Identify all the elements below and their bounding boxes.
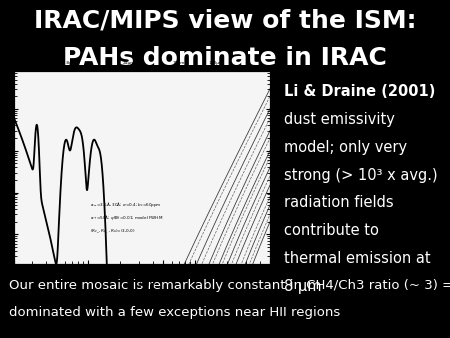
Text: thermal emission at: thermal emission at bbox=[284, 251, 430, 266]
Text: 3.6 4.5 5.8  8μm: 3.6 4.5 5.8 8μm bbox=[40, 61, 76, 65]
Text: PAHs dominate in IRAC: PAHs dominate in IRAC bbox=[63, 46, 387, 70]
Text: contribute to: contribute to bbox=[284, 223, 378, 238]
Text: 70μm: 70μm bbox=[172, 61, 185, 65]
Text: radiation fields: radiation fields bbox=[284, 195, 393, 210]
Text: 160μm: 160μm bbox=[209, 61, 224, 65]
Text: $(R_{v_-}, R_{v_+}, R_u)$=(3,0,0): $(R_{v_-}, R_{v_+}, R_u)$=(3,0,0) bbox=[90, 228, 136, 236]
Text: Our entire mosaic is remarkably constant in CH4/Ch3 ratio (~ 3) => PAH-: Our entire mosaic is remarkably constant… bbox=[9, 279, 450, 292]
Text: 24μm: 24μm bbox=[123, 61, 135, 65]
Text: model; only very: model; only very bbox=[284, 140, 407, 155]
Text: dominated with a few exceptions near HII regions: dominated with a few exceptions near HII… bbox=[9, 306, 340, 319]
Text: dust emissivity: dust emissivity bbox=[284, 112, 394, 127]
Text: $a_+$=50Å; $q_{PAH}$=0.01; model FWHM: $a_+$=50Å; $q_{PAH}$=0.01; model FWHM bbox=[90, 213, 164, 222]
Text: Li & Draine (2001): Li & Draine (2001) bbox=[284, 84, 435, 99]
Text: 8 μm: 8 μm bbox=[284, 279, 321, 293]
Text: $a_-$=3.5Å, 30Å; $\sigma$=0.4; $b_c$=60ppm: $a_-$=3.5Å, 30Å; $\sigma$=0.4; $b_c$=60p… bbox=[90, 200, 162, 209]
Text: IRAC/MIPS view of the ISM:: IRAC/MIPS view of the ISM: bbox=[34, 8, 416, 32]
X-axis label: $\lambda$ ($\mu$m): $\lambda$ ($\mu$m) bbox=[127, 277, 157, 290]
Text: strong (> 10³ x avg.): strong (> 10³ x avg.) bbox=[284, 168, 437, 183]
